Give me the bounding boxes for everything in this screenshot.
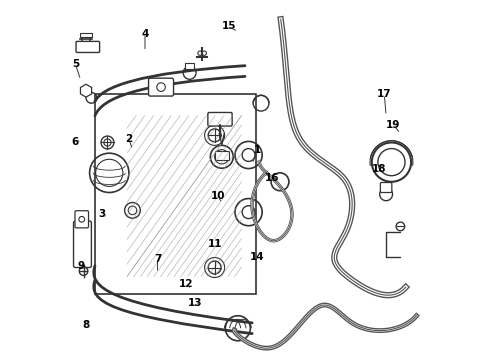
- Text: 16: 16: [265, 173, 279, 183]
- Text: 14: 14: [250, 252, 265, 262]
- FancyBboxPatch shape: [208, 112, 232, 126]
- FancyBboxPatch shape: [74, 221, 92, 267]
- Text: 10: 10: [211, 191, 225, 201]
- Text: 13: 13: [188, 298, 202, 308]
- Text: 2: 2: [125, 134, 132, 144]
- Text: 6: 6: [72, 138, 79, 148]
- Text: 17: 17: [377, 89, 392, 99]
- Bar: [80, 33, 92, 37]
- Text: 11: 11: [207, 239, 222, 249]
- Text: 1: 1: [254, 145, 261, 155]
- Bar: [215, 152, 229, 160]
- Text: 9: 9: [77, 261, 84, 271]
- FancyBboxPatch shape: [76, 41, 99, 53]
- Text: 19: 19: [386, 120, 400, 130]
- Text: 15: 15: [221, 21, 236, 31]
- Text: 18: 18: [372, 164, 386, 174]
- FancyBboxPatch shape: [380, 183, 392, 193]
- FancyBboxPatch shape: [75, 211, 89, 228]
- Text: 7: 7: [154, 253, 161, 264]
- Text: 12: 12: [179, 279, 194, 289]
- Text: 3: 3: [98, 209, 106, 219]
- Text: 4: 4: [141, 28, 148, 39]
- Text: 5: 5: [72, 59, 79, 69]
- Bar: [95, 94, 256, 294]
- FancyBboxPatch shape: [148, 78, 173, 96]
- Text: 8: 8: [82, 320, 90, 330]
- Bar: [185, 63, 194, 69]
